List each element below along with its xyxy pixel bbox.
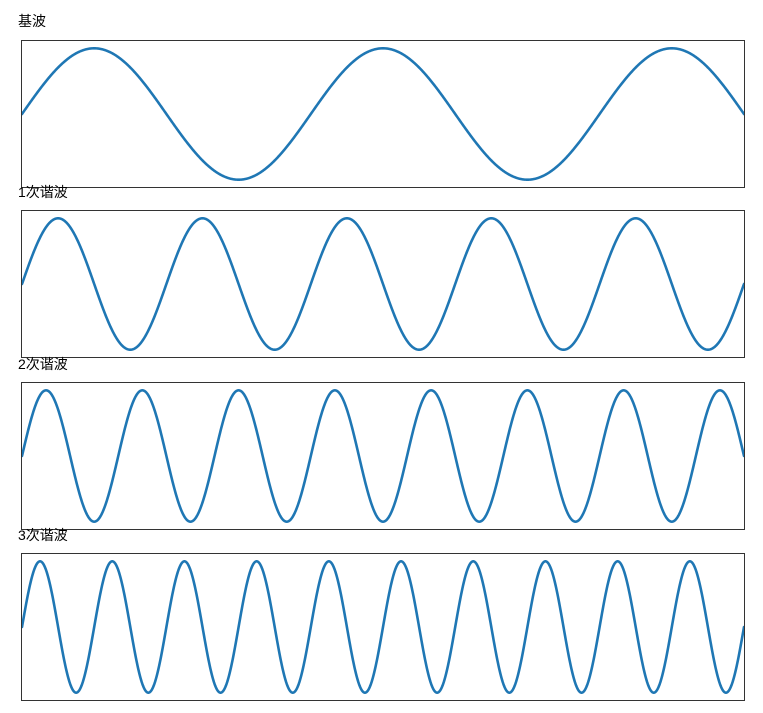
- axes-box-1: [21, 210, 745, 358]
- axes-box-0: [21, 40, 745, 188]
- subplot-title-2: 2次谐波: [18, 356, 68, 372]
- wave-line-2: [22, 389, 744, 523]
- wave-line-3: [22, 560, 744, 694]
- axes-box-3: [21, 553, 745, 701]
- subplot-title-1: 1次谐波: [18, 184, 68, 200]
- axes-box-2: [21, 382, 745, 530]
- wave-svg-0: [22, 47, 744, 181]
- wave-line-1: [22, 217, 744, 351]
- wave-svg-2: [22, 389, 744, 523]
- wave-svg-3: [22, 560, 744, 694]
- subplot-title-3: 3次谐波: [18, 527, 68, 543]
- wave-line-0: [22, 47, 744, 181]
- subplot-title-0: 基波: [18, 13, 46, 29]
- wave-svg-1: [22, 217, 744, 351]
